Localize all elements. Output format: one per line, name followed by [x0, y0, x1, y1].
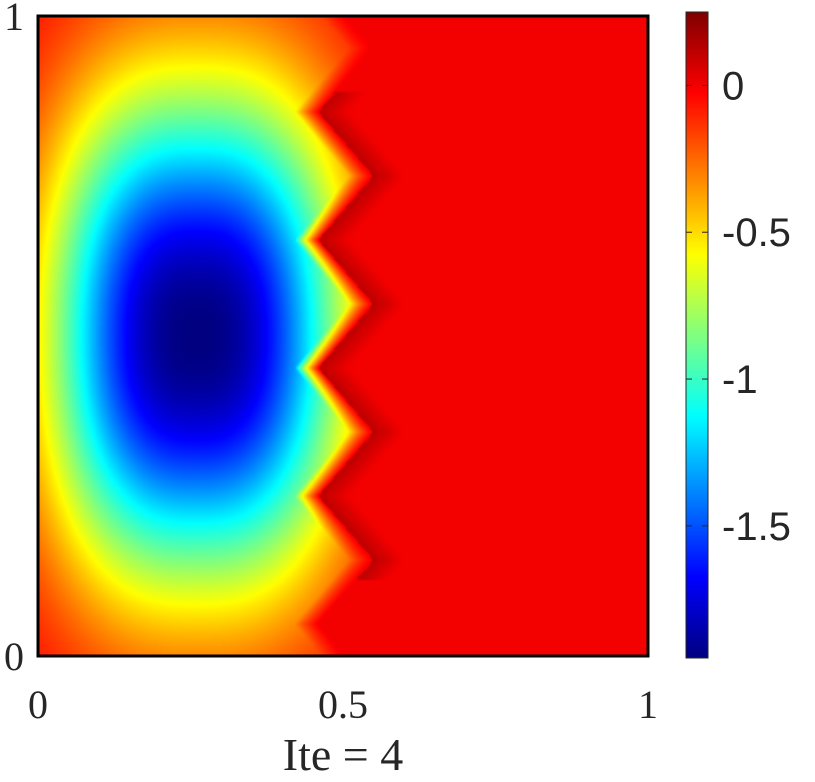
- colorbar: 0 -0.5 -1 -1.5: [685, 11, 791, 659]
- colorbar-ticks: 0 -0.5 -1 -1.5: [686, 64, 791, 549]
- y-tick-label: 0: [4, 634, 24, 679]
- y-tick-label: 1: [4, 0, 24, 39]
- x-tick-label: 1: [638, 682, 658, 727]
- colorbar-gradient: [686, 12, 708, 658]
- plot-frame: [36, 14, 650, 658]
- x-axis-ticks: 0 0.5 1: [28, 682, 658, 727]
- heatmap-plot: [36, 14, 650, 658]
- colorbar-tick-label: -1.5: [722, 505, 791, 549]
- colorbar-tick-label: -0.5: [722, 211, 791, 255]
- colorbar-tick-label: 0: [722, 64, 744, 108]
- x-tick-label: 0: [28, 682, 48, 727]
- y-axis-ticks: 01: [4, 0, 24, 679]
- colorbar-frame: [685, 11, 709, 659]
- colorbar-tick-label: -1: [722, 358, 758, 402]
- heatmap-image: [38, 16, 648, 656]
- x-axis-label: Ite = 4: [283, 729, 403, 780]
- x-tick-label: 0.5: [318, 682, 368, 727]
